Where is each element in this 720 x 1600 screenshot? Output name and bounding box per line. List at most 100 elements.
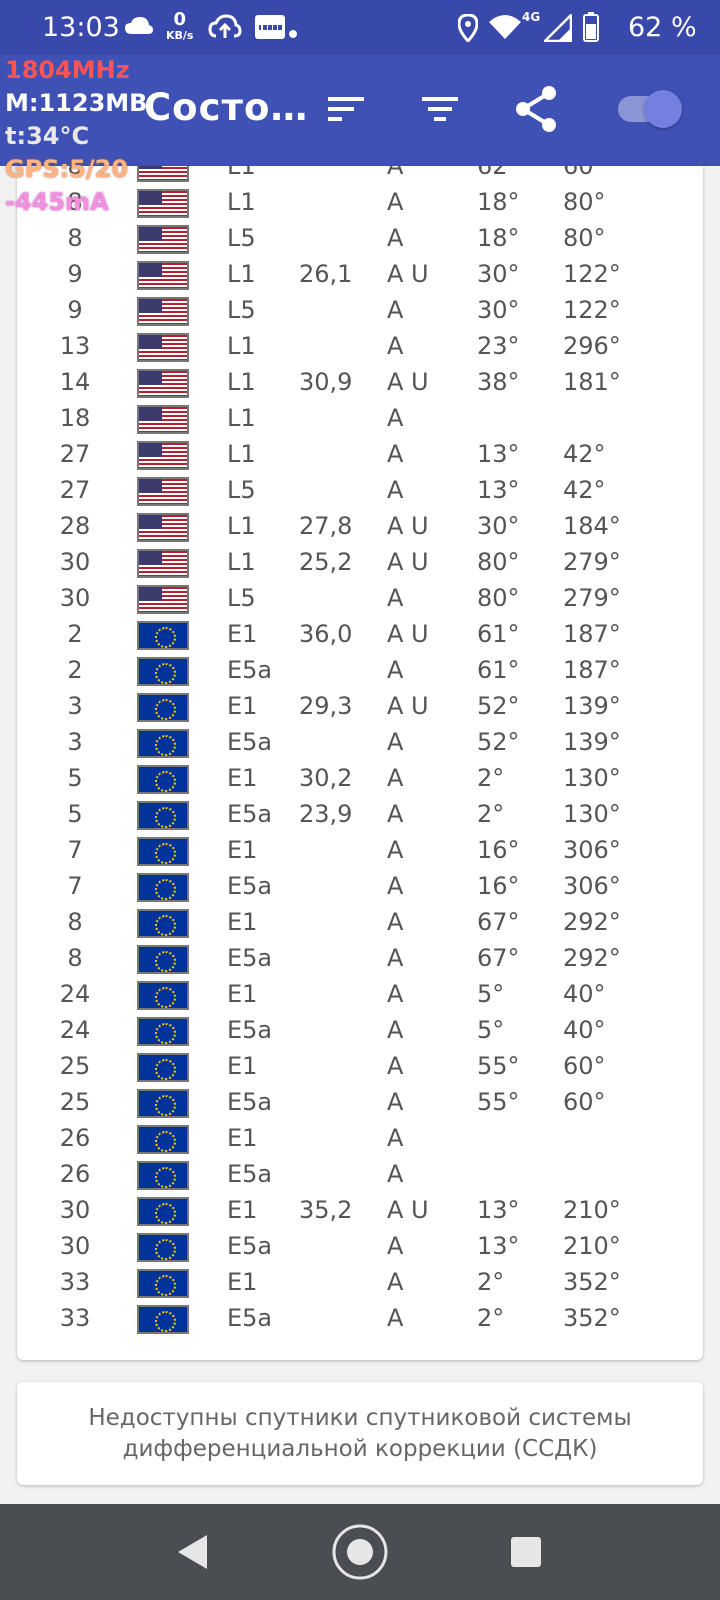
satellite-flags: A: [387, 836, 404, 864]
cloud-icon: [124, 16, 154, 40]
back-button[interactable]: [162, 1522, 222, 1582]
filter-icon: [422, 97, 458, 121]
satellite-row: 30 L5 A 80° 279°: [17, 580, 703, 616]
satellite-number: 30: [59, 548, 91, 576]
eu-flag-icon: [137, 1089, 189, 1118]
satellite-band: E1: [227, 1268, 258, 1296]
satellite-azimuth: 139°: [563, 692, 621, 720]
battery-percent: 62 %: [628, 12, 697, 43]
signal-icon: [541, 11, 573, 46]
satellite-snr: 26,1: [299, 260, 353, 288]
satellite-flags: A: [387, 476, 404, 504]
usa-flag-icon: [137, 477, 189, 506]
satellite-number: 7: [67, 836, 83, 864]
satellite-row: 27 L1 A 13° 42°: [17, 436, 703, 472]
satellite-flags: A: [387, 404, 404, 432]
satellite-band: L1: [227, 548, 256, 576]
usa-flag-icon: [137, 405, 189, 434]
satellite-snr: 29,3: [299, 692, 353, 720]
satellite-flags: A: [387, 1052, 404, 1080]
satellite-row: 9 L5 A 30° 122°: [17, 292, 703, 328]
satellite-band: L5: [227, 584, 256, 612]
satellite-azimuth: 352°: [563, 1268, 621, 1296]
sort-button[interactable]: [318, 81, 374, 137]
satellite-flags: A U: [387, 692, 429, 720]
satellite-azimuth: 60°: [563, 1052, 606, 1080]
satellite-number: 8: [67, 224, 83, 252]
satellite-flags: A U: [387, 548, 429, 576]
satellite-elevation: 13°: [477, 1232, 520, 1260]
eu-flag-icon: [137, 981, 189, 1010]
satellite-number: 18: [59, 404, 91, 432]
satellite-azimuth: 306°: [563, 836, 621, 864]
satellite-elevation: 23°: [477, 332, 520, 360]
satellite-number: 30: [59, 584, 91, 612]
satellite-table-card[interactable]: 8 L1 A 62° 60° 8 L1 A 18° 80° 8 L5 A 18° 80° 9 L1 26,1 A U…: [17, 166, 703, 1360]
satellite-azimuth: 352°: [563, 1304, 621, 1332]
eu-flag-icon: [137, 873, 189, 902]
satellite-flags: A U: [387, 368, 429, 396]
satellite-band: E5a: [227, 800, 273, 828]
satellite-number: 33: [59, 1268, 91, 1296]
filter-button[interactable]: [412, 81, 468, 137]
satellite-azimuth: 184°: [563, 512, 621, 540]
satellite-flags: A: [387, 332, 404, 360]
recents-icon: [511, 1537, 541, 1567]
app-toolbar: Состо…: [0, 54, 720, 166]
eu-flag-icon: [137, 1017, 189, 1046]
satellite-row: 33 E1 A 2° 352°: [17, 1264, 703, 1300]
satellite-elevation: 16°: [477, 836, 520, 864]
satellite-number: 24: [59, 980, 91, 1008]
satellite-elevation: 13°: [477, 476, 520, 504]
satellite-number: 28: [59, 512, 91, 540]
satellite-row: 2 E5a A 61° 187°: [17, 652, 703, 688]
satellite-row: 13 L1 A 23° 296°: [17, 328, 703, 364]
satellite-azimuth: 60°: [563, 166, 606, 180]
satellite-snr: 36,0: [299, 620, 353, 648]
satellite-flags: A: [387, 1088, 404, 1116]
satellite-flags: A: [387, 800, 404, 828]
satellite-row: 26 E1 A: [17, 1120, 703, 1156]
satellite-row: 33 E5a A 2° 352°: [17, 1300, 703, 1336]
satellite-flags: A U: [387, 260, 429, 288]
satellite-elevation: 67°: [477, 944, 520, 972]
upload-cloud-icon: [208, 14, 242, 44]
eu-flag-icon: [137, 693, 189, 722]
satellite-band: L5: [227, 296, 256, 324]
usa-flag-icon: [137, 166, 189, 182]
satellite-snr: 25,2: [299, 548, 353, 576]
satellite-elevation: 52°: [477, 692, 520, 720]
recents-button[interactable]: [496, 1522, 556, 1582]
satellite-number: 27: [59, 476, 91, 504]
satellite-flags: A U: [387, 620, 429, 648]
satellite-flags: A: [387, 908, 404, 936]
system-nav-bar: [0, 1504, 720, 1600]
satellite-flags: A: [387, 764, 404, 792]
satellite-number: 26: [59, 1124, 91, 1152]
satellite-elevation: 52°: [477, 728, 520, 756]
satellite-band: E5a: [227, 1088, 273, 1116]
satellite-elevation: 61°: [477, 620, 520, 648]
satellite-row: 5 E1 30,2 A 2° 130°: [17, 760, 703, 796]
satellite-elevation: 16°: [477, 872, 520, 900]
satellite-elevation: 67°: [477, 908, 520, 936]
satellite-band: L1: [227, 332, 256, 360]
home-button[interactable]: [330, 1522, 390, 1582]
satellite-azimuth: 279°: [563, 548, 621, 576]
satellite-flags: A U: [387, 1196, 429, 1224]
satellite-row: 8 L5 A 18° 80°: [17, 220, 703, 256]
satellite-band: E1: [227, 836, 258, 864]
share-button[interactable]: [508, 81, 564, 137]
satellite-flags: A: [387, 656, 404, 684]
satellite-band: L5: [227, 224, 256, 252]
satellite-number: 9: [67, 296, 83, 324]
satellite-row: 7 E1 A 16° 306°: [17, 832, 703, 868]
satellite-snr: 23,9: [299, 800, 353, 828]
sbas-note-line1: Недоступны спутники спутниковой системы: [88, 1404, 632, 1431]
location-icon: [457, 13, 479, 46]
usa-flag-icon: [137, 297, 189, 326]
satellite-row: 25 E5a A 55° 60°: [17, 1084, 703, 1120]
usa-flag-icon: [137, 549, 189, 578]
satellite-band: L1: [227, 166, 256, 180]
satellite-elevation: 13°: [477, 440, 520, 468]
